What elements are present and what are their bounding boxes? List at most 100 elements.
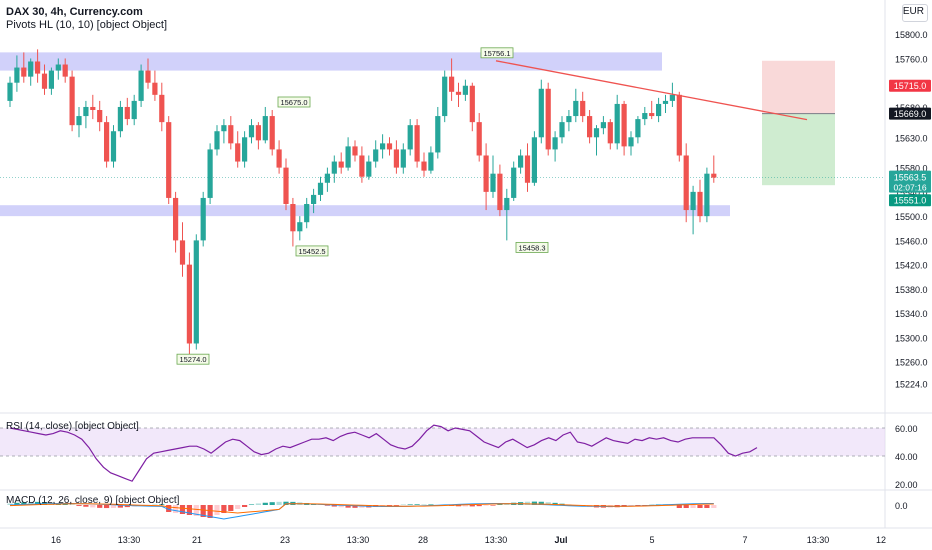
macd-histogram-bar: [428, 504, 434, 505]
candle: [552, 131, 558, 162]
candle-body: [173, 197, 179, 241]
candle: [207, 143, 213, 204]
candle: [90, 94, 96, 120]
candle-body: [21, 67, 27, 77]
candle-body: [55, 64, 61, 71]
macd-histogram-bar: [490, 505, 496, 506]
candle: [331, 155, 337, 183]
macd-histogram-bar: [338, 505, 344, 508]
candle: [48, 67, 54, 95]
stop-price-badge-box: [889, 79, 931, 92]
time-tick-label: 21: [192, 535, 202, 545]
macd-histogram-bar: [276, 501, 282, 505]
candle-body: [462, 85, 468, 95]
macd-histogram-bar: [193, 505, 199, 516]
candle-body: [524, 155, 531, 183]
candle-body: [621, 103, 627, 147]
candle-body: [290, 204, 296, 232]
candle: [55, 58, 61, 80]
candle: [600, 116, 606, 135]
candle-body: [207, 149, 213, 198]
candle: [504, 188, 510, 241]
candle-body: [373, 149, 379, 162]
candle-body: [497, 173, 503, 211]
candle: [711, 155, 717, 183]
macd-histogram-bar: [207, 505, 213, 518]
macd-histogram-bar: [393, 505, 399, 506]
candle-body: [311, 194, 317, 204]
candle-body: [442, 76, 448, 117]
macd-histogram-bar: [28, 501, 34, 505]
candle: [304, 197, 310, 229]
candle: [14, 55, 20, 92]
price-tick-label: 15420.0: [895, 261, 928, 271]
candle: [317, 176, 324, 201]
candle: [186, 252, 192, 362]
candle: [380, 134, 386, 159]
candle-body: [511, 167, 517, 198]
candle: [283, 158, 289, 211]
macd-histogram-bar: [179, 505, 186, 514]
pivots-indicator-label[interactable]: Pivots HL (10, 10) [object Object]: [6, 19, 167, 31]
candle-body: [110, 131, 117, 162]
entry-price-badge-box: [889, 107, 931, 120]
rsi-indicator-label[interactable]: RSI (14, close) [object Object]: [6, 421, 139, 432]
candle-body: [48, 70, 54, 89]
candle: [628, 131, 634, 156]
candle: [435, 106, 441, 159]
candle-body: [124, 106, 130, 120]
candle: [366, 155, 372, 180]
candle-body: [704, 173, 710, 217]
macd-histogram-bar: [497, 504, 503, 505]
price-tick-label: 15260.0: [895, 358, 928, 368]
candle: [393, 140, 399, 174]
macd-line: [9, 502, 714, 520]
macd-histogram-bar: [469, 505, 475, 507]
candle-body: [483, 155, 489, 192]
macd-signal-line: [9, 503, 714, 514]
candle-body: [504, 197, 510, 211]
candle-body: [476, 122, 482, 156]
candle: [386, 137, 393, 156]
candle: [262, 106, 268, 144]
macd-histogram-bar: [255, 503, 261, 505]
macd-histogram-bar: [228, 505, 234, 511]
candle: [656, 97, 662, 123]
macd-histogram-bar: [476, 505, 482, 507]
candle: [28, 58, 34, 86]
chart-title: DAX 30, 4h, Currency.com: [6, 6, 143, 18]
currency-selector[interactable]: [902, 4, 928, 22]
candle: [173, 191, 179, 253]
macd-histogram-bar: [83, 505, 89, 507]
candle: [483, 143, 489, 211]
time-tick-label: Jul: [554, 535, 567, 545]
macd-indicator-label[interactable]: MACD (12, 26, close, 9) [object Object]: [6, 495, 180, 506]
price-tick-label: 15340.0: [895, 309, 928, 319]
candle: [214, 125, 220, 156]
candle-body: [221, 125, 227, 132]
price-tick-label: 15460.0: [895, 236, 928, 246]
macd-histogram-bar: [683, 505, 689, 508]
rsi-tick-label: 60.00: [895, 424, 918, 434]
currency-label[interactable]: EUR: [902, 6, 924, 17]
candle: [538, 79, 544, 144]
candle: [159, 82, 165, 132]
macd-histogram-bar: [331, 505, 337, 507]
candle-body: [104, 122, 110, 162]
candle-body: [345, 146, 351, 168]
candle: [290, 197, 296, 247]
candle-body: [138, 70, 144, 101]
pivot-label-box: [176, 353, 210, 365]
time-tick-label: 12: [876, 535, 886, 545]
pivot-label-box: [515, 242, 549, 253]
candle-body: [297, 222, 303, 232]
candle-body: [607, 122, 613, 144]
price-tick-label: 15380.0: [895, 285, 928, 295]
macd-histogram-bar: [104, 505, 110, 509]
candle: [531, 131, 537, 186]
candle-body: [7, 82, 13, 101]
macd-histogram-bar: [552, 502, 558, 505]
candle: [614, 94, 620, 150]
candle: [455, 82, 462, 107]
